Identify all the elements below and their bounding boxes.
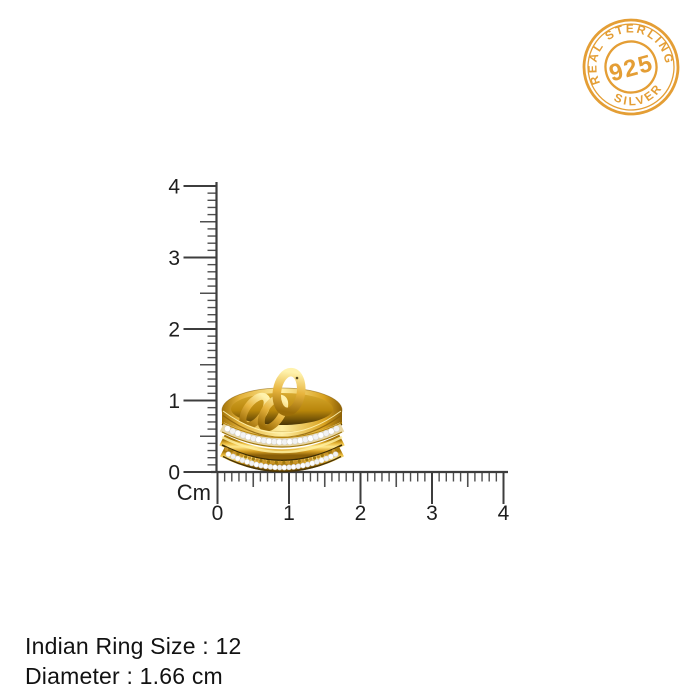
stone-dot: [318, 457, 325, 464]
badge-outer-circle: [582, 18, 680, 116]
stone-dot: [262, 463, 269, 470]
stone-dot: [272, 464, 278, 471]
crystal-stones-row: [224, 425, 340, 446]
stone-dot: [232, 451, 236, 455]
stone-dot: [281, 464, 288, 471]
ruler-number-label: 0: [168, 462, 180, 485]
stone-dot: [224, 425, 231, 432]
stone-dot: [324, 452, 328, 456]
stone-dot: [239, 457, 246, 464]
stone-dot: [286, 460, 290, 465]
stone-dot: [328, 451, 332, 455]
stone-dot: [301, 458, 305, 463]
ruler-number-label: 3: [426, 502, 438, 525]
stone-dot: [309, 457, 313, 461]
stone-dot: [293, 460, 298, 464]
stone-dot: [290, 464, 297, 470]
stone-dot: [289, 460, 294, 464]
stone-dot: [255, 458, 259, 462]
stone-dot: [312, 456, 317, 460]
stone-dot: [282, 460, 286, 465]
stone-dot: [258, 462, 264, 469]
product-details: Indian Ring Size : 12 Diameter : 1.66 cm: [25, 631, 241, 691]
stone-dot: [314, 459, 320, 465]
stone-dot: [316, 455, 320, 459]
stone-dot: [244, 455, 248, 459]
stone-dot: [259, 458, 263, 463]
ruler-number-label: 0: [212, 502, 224, 525]
ruler-number-label: 2: [355, 502, 367, 525]
ruler-unit-label: Cm: [177, 480, 211, 505]
ring-wrap-loop-top: [272, 367, 306, 417]
stone-dot: [333, 425, 340, 432]
stone-dot: [270, 460, 275, 464]
ring-size-text: Indian Ring Size : 12: [25, 633, 242, 659]
stone-dot: [234, 455, 241, 462]
stone-dot: [248, 460, 255, 467]
beaded-band-bottom-edge: [222, 455, 342, 473]
stone-dot: [328, 427, 335, 435]
diameter-text: Diameter : 1.66 cm: [25, 663, 223, 689]
stone-dot: [240, 453, 244, 458]
badge-inner-ring: [587, 23, 675, 111]
sterling-silver-badge: REAL STERLING SILVER 925: [580, 16, 680, 116]
stone-dot: [253, 461, 260, 468]
stone-dot: [266, 460, 271, 464]
stone-dot: [335, 447, 340, 451]
stone-dot: [320, 453, 324, 458]
stone-dot: [251, 457, 255, 461]
gold-beads-row: [224, 447, 340, 465]
ring-wrap-loop-middle: [257, 394, 289, 432]
stone-dot: [236, 452, 240, 456]
ruler-number-label: 1: [283, 502, 295, 525]
plain-band-highlight: [221, 435, 343, 454]
badge-center-circle: [604, 40, 658, 94]
ruler-number-label: 4: [168, 176, 180, 199]
ring-band-highlight: [222, 410, 342, 434]
stone-dot: [300, 462, 306, 469]
stone-dot: [297, 459, 301, 463]
stone-dot: [225, 451, 232, 458]
crystal-band-bottom-edge: [221, 431, 343, 448]
loop-accent-mark: [295, 376, 299, 380]
stone-dot: [328, 453, 334, 460]
stone-dot: [304, 461, 311, 468]
stone-dot: [274, 460, 278, 465]
ruler-number-label: 2: [168, 319, 180, 342]
ruler-number-label: 3: [168, 247, 180, 270]
plain-band-shadow: [221, 444, 343, 462]
crystal-stones-bottom-row: [225, 451, 339, 471]
stone-dot: [332, 451, 339, 458]
ruler-number-label: 4: [498, 502, 510, 525]
stone-dot: [224, 447, 229, 451]
gold-ring-image: [219, 367, 345, 473]
plain-gold-band: [219, 434, 345, 462]
ruler-number-label: 1: [168, 390, 180, 413]
stone-dot: [305, 458, 309, 462]
stone-dot: [295, 463, 302, 470]
stone-dot: [263, 459, 267, 463]
stone-dot: [247, 456, 252, 460]
crystal-band-top-edge: [221, 421, 343, 439]
stone-dot: [278, 460, 282, 465]
